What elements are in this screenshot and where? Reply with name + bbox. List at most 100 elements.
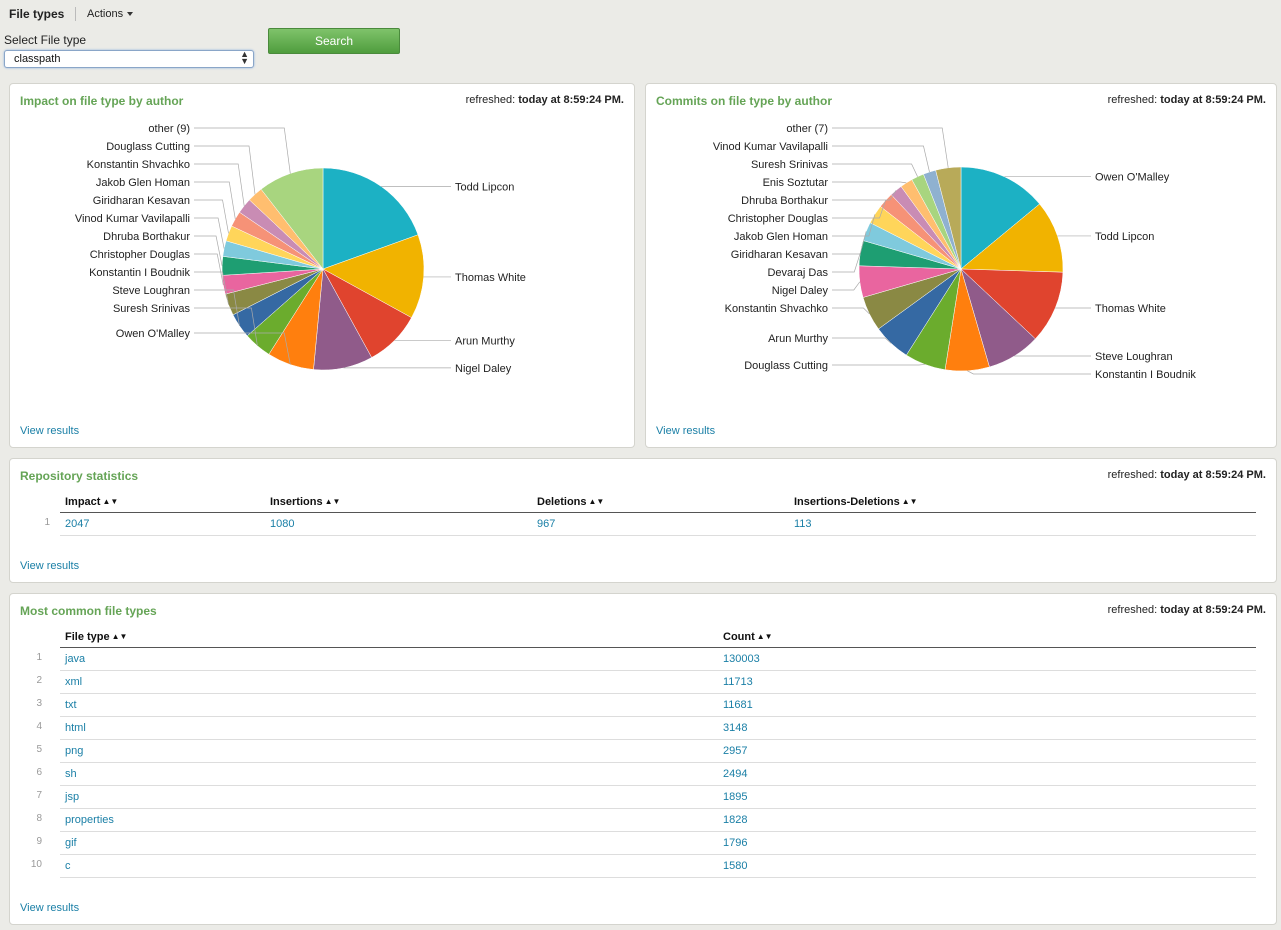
pie-slice-owen-o-malley[interactable]: [960, 166, 1040, 270]
pie-label-steve-loughran: Steve Loughran: [112, 285, 190, 297]
label-leader-line: [832, 200, 886, 219]
pie-label-other-7: other (7): [786, 123, 828, 135]
view-results-link[interactable]: View results: [20, 560, 80, 572]
column-header-label: Impact: [65, 496, 101, 508]
file-type-cell[interactable]: xml: [65, 676, 83, 688]
file-type-cell[interactable]: java: [65, 653, 86, 665]
pie-label-konstantin-i-boudnik: Konstantin I Boudnik: [1095, 369, 1196, 381]
pie-label-arun-murthy: Arun Murthy: [768, 333, 828, 345]
pie-label-steve-loughran: Steve Loughran: [1095, 351, 1173, 363]
label-leader-line: [194, 217, 225, 249]
pie-slice-thomas-white[interactable]: [960, 268, 1064, 340]
top-bar: File types Actions: [0, 0, 1281, 28]
label-leader-line: [832, 145, 930, 173]
pie-label-dhruba-borthakur: Dhruba Borthakur: [741, 195, 828, 207]
column-header-label: Insertions-Deletions: [794, 496, 900, 508]
sort-icon: ▲▼: [324, 497, 341, 506]
view-results-link[interactable]: View results: [656, 425, 716, 437]
column-header-count[interactable]: Count ▲▼: [723, 631, 773, 643]
file-type-cell[interactable]: png: [65, 745, 84, 757]
view-results-link[interactable]: View results: [20, 902, 80, 914]
count-cell[interactable]: 11681: [723, 699, 753, 711]
file-type-label: Select File type: [4, 33, 87, 47]
refreshed-prefix: refreshed:: [465, 94, 516, 106]
table-row: 5 png 2957: [36, 740, 1256, 763]
pie-label-giridharan-kesavan: Giridharan Kesavan: [731, 249, 828, 261]
sort-icon: ▲▼: [901, 497, 918, 506]
label-leader-line: [194, 181, 236, 220]
file-type-select[interactable]: classpath ▲ ▼: [4, 50, 254, 68]
count-cell[interactable]: 2957: [723, 745, 748, 757]
label-leader-line: [194, 332, 291, 365]
label-leader-line: [832, 281, 861, 291]
deletions-value[interactable]: 967: [537, 518, 556, 530]
most-common-file-types-panel: Most common file types refreshed: today …: [9, 593, 1277, 925]
column-header-insertions[interactable]: Insertions ▲▼: [270, 496, 340, 508]
file-type-cell[interactable]: html: [65, 722, 86, 734]
file-type-cell[interactable]: sh: [65, 768, 77, 780]
column-header-file-type[interactable]: File type ▲▼: [65, 631, 127, 643]
count-cell[interactable]: 3148: [723, 722, 748, 734]
pie-label-konstantin-shvachko: Konstantin Shvachko: [725, 303, 828, 315]
impact-value[interactable]: 2047: [65, 518, 90, 530]
label-leader-line: [194, 163, 245, 206]
file-type-cell[interactable]: txt: [65, 699, 77, 711]
refreshed-status: refreshed: today at 8:59:24 PM.: [466, 94, 624, 106]
file-type-cell[interactable]: jsp: [65, 791, 80, 803]
pie-label-owen-o-malley: Owen O'Malley: [116, 328, 191, 340]
count-cell[interactable]: 130003: [723, 653, 760, 665]
pie-slice-todd-lipcon[interactable]: [322, 167, 419, 270]
table-row: 3 txt 11681: [36, 694, 1256, 717]
label-leader-line: [832, 190, 897, 201]
refreshed-status: refreshed: today at 8:59:24 PM.: [1108, 604, 1266, 616]
file-type-cell[interactable]: c: [65, 860, 71, 872]
table-row: 6 sh 2494: [36, 763, 1256, 786]
column-header-label: Insertions: [270, 496, 323, 508]
column-header-label: Deletions: [537, 496, 587, 508]
insertions-deletions-value[interactable]: 113: [794, 518, 812, 530]
label-leader-line: [832, 163, 918, 177]
refreshed-time: today at 8:59:24 PM.: [1160, 604, 1266, 616]
column-header-insertions-deletions[interactable]: Insertions-Deletions ▲▼: [794, 496, 918, 508]
column-header-impact[interactable]: Impact ▲▼: [65, 496, 118, 508]
pie-slice-thomas-white[interactable]: [322, 234, 425, 318]
refreshed-status: refreshed: today at 8:59:24 PM.: [1108, 94, 1266, 106]
table-row: 10 c 1580: [31, 855, 1256, 878]
file-types-table: File type ▲▼ Count ▲▼ 1 java 130003 2 xml …: [31, 629, 1256, 879]
panel-title: Impact on file type by author: [20, 94, 184, 108]
row-number: 7: [36, 790, 42, 801]
insertions-value[interactable]: 1080: [270, 518, 295, 530]
actions-label: Actions: [87, 8, 124, 20]
actions-menu[interactable]: Actions: [87, 8, 134, 20]
pie-label-douglass-cutting: Douglass Cutting: [744, 360, 828, 372]
view-results-link[interactable]: View results: [20, 425, 80, 437]
count-cell[interactable]: 1828: [723, 814, 748, 826]
count-cell[interactable]: 1580: [723, 860, 748, 872]
pie-label-jakob-glen-homan: Jakob Glen Homan: [96, 177, 190, 189]
count-cell[interactable]: 1895: [723, 791, 748, 803]
label-leader-line: [832, 364, 925, 366]
row-number: 9: [36, 836, 42, 847]
search-button[interactable]: Search: [268, 28, 400, 54]
pie-label-nigel-daley: Nigel Daley: [455, 363, 512, 375]
pie-label-thomas-white: Thomas White: [1095, 303, 1166, 315]
repository-statistics-table: Impact ▲▼ Insertions ▲▼ Deletions ▲▼ Insert…: [44, 494, 1256, 539]
column-header-deletions[interactable]: Deletions ▲▼: [537, 496, 604, 508]
count-cell[interactable]: 2494: [723, 768, 748, 780]
label-leader-line: [967, 370, 1091, 375]
file-type-cell[interactable]: gif: [65, 837, 77, 849]
table-header: Impact ▲▼ Insertions ▲▼ Deletions ▲▼ Insert…: [60, 494, 1256, 513]
pie-slice-todd-lipcon[interactable]: [960, 203, 1064, 273]
count-cell[interactable]: 1796: [723, 837, 748, 849]
file-type-select-value: classpath: [14, 53, 61, 65]
label-leader-line: [194, 235, 223, 266]
refreshed-time: today at 8:59:24 PM.: [518, 94, 624, 106]
count-cell[interactable]: 11713: [723, 676, 753, 688]
label-leader-line: [832, 181, 907, 184]
pie-label-todd-lipcon: Todd Lipcon: [455, 181, 514, 193]
table-row: 1 java 130003: [36, 648, 1256, 671]
pie-slice-other-7[interactable]: [935, 166, 962, 270]
file-type-cell[interactable]: properties: [65, 814, 114, 826]
pie-label-nigel-daley: Nigel Daley: [772, 285, 829, 297]
label-leader-line: [832, 307, 870, 315]
